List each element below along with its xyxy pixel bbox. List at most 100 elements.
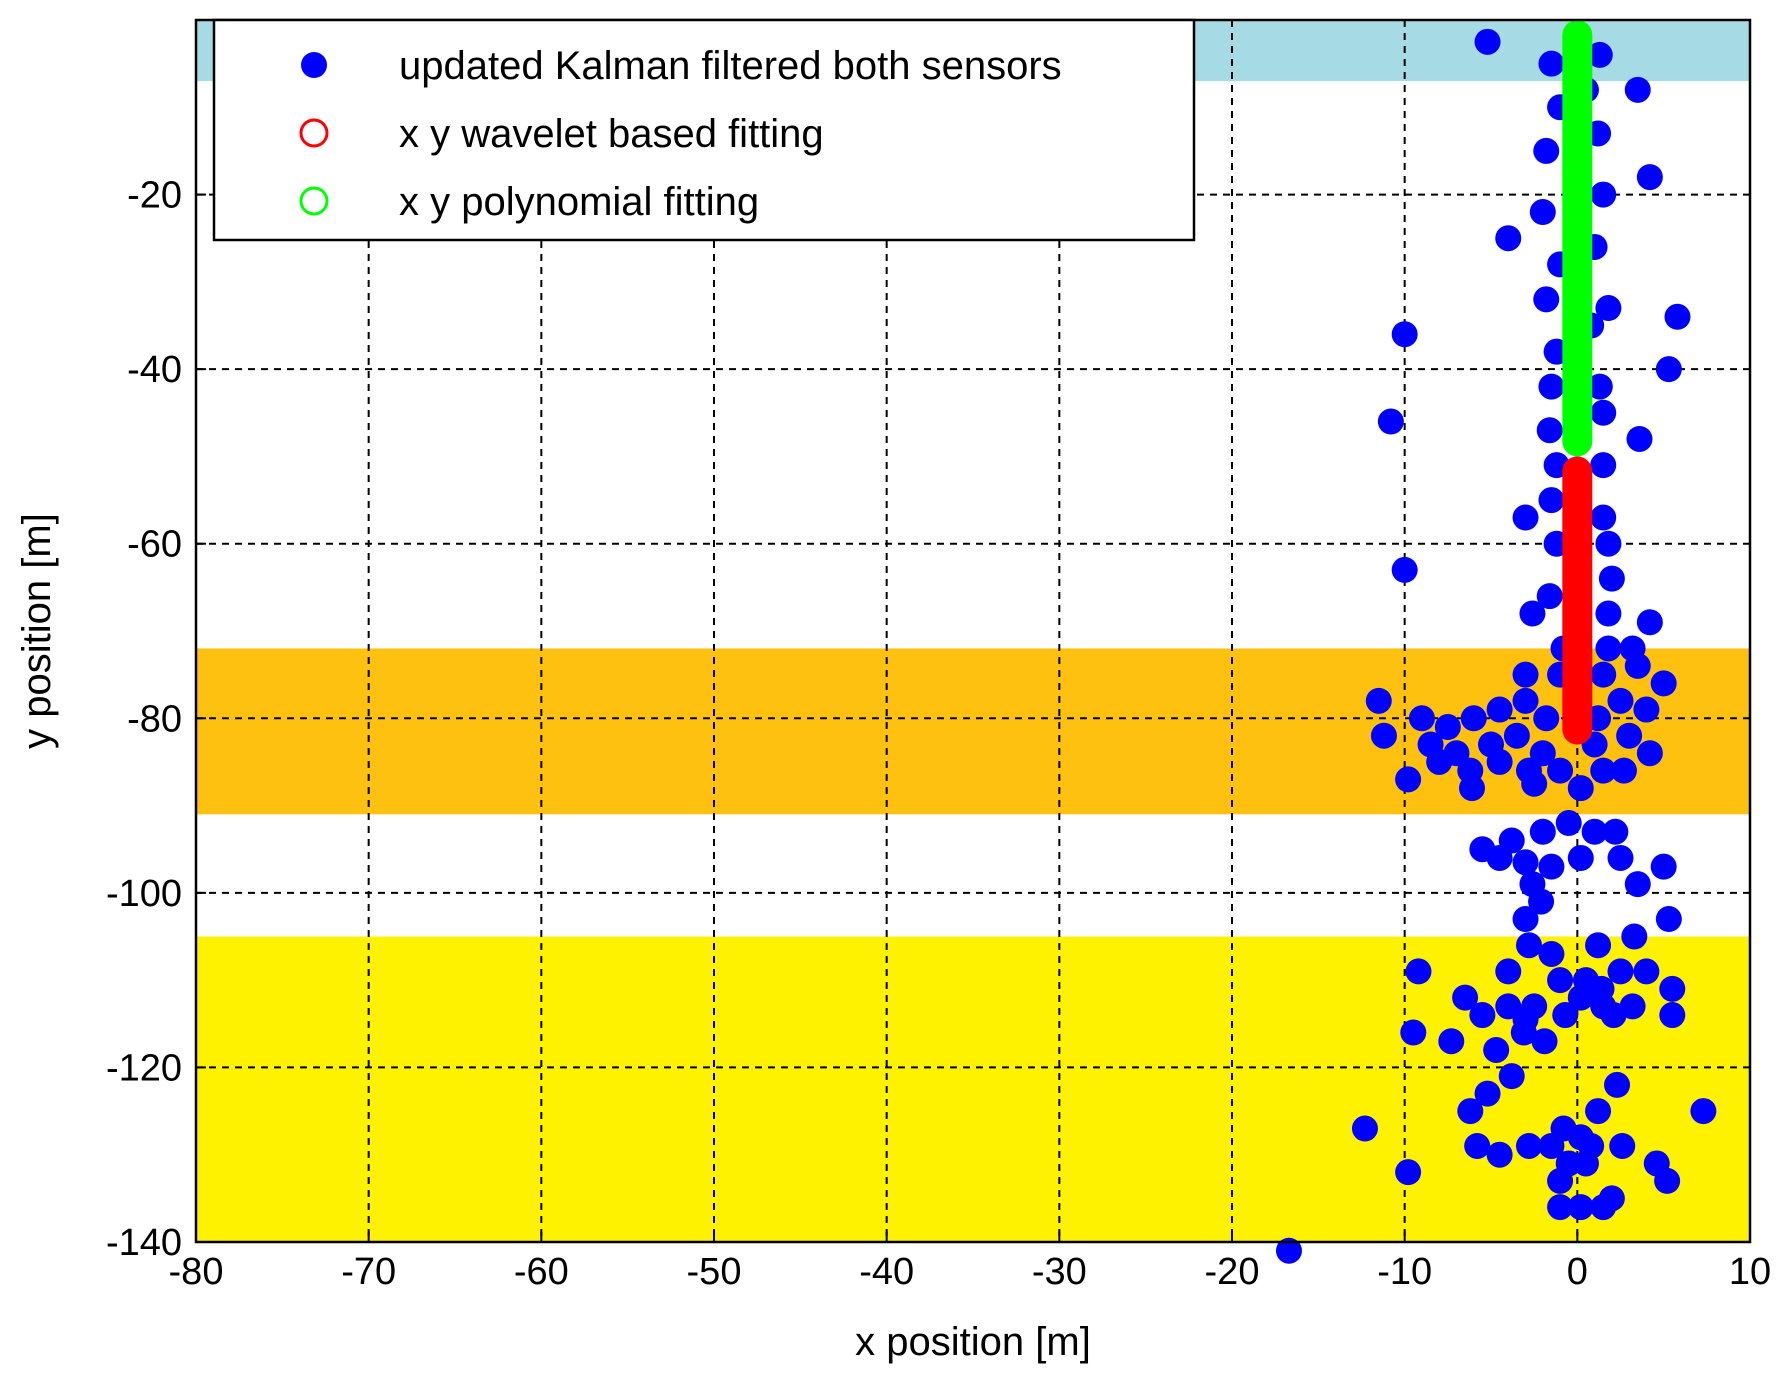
scatter-point (1607, 958, 1634, 985)
scatter-point (1510, 1019, 1537, 1046)
scatter-point (1515, 932, 1542, 959)
legend-box (212, 18, 1196, 242)
x-tick-label: -30 (1032, 1251, 1087, 1293)
scatter-point (1590, 452, 1617, 479)
scatter-point (1547, 757, 1574, 784)
scatter-point (1351, 1115, 1378, 1142)
scatter-point (1486, 748, 1513, 775)
x-tick-label: -70 (341, 1251, 396, 1293)
legend-marker (301, 52, 327, 78)
scatter-point (1464, 1132, 1491, 1159)
scatter-point (1531, 1028, 1558, 1055)
scatter-point (1495, 958, 1522, 985)
scatter-point (1610, 757, 1637, 784)
scatter-point (1585, 1098, 1612, 1125)
scatter-point (1590, 504, 1617, 531)
scatter-point (1636, 164, 1663, 191)
outlier-points (1275, 1237, 1302, 1264)
scatter-point (1538, 1132, 1565, 1159)
scatter-point (1595, 530, 1622, 557)
y-tick-label: -60 (127, 524, 182, 566)
x-y-wavelet-based-fitting-track (1562, 456, 1593, 745)
bottom-band (196, 936, 1750, 1242)
scatter-point (1512, 504, 1539, 531)
scatter-point (1469, 1002, 1496, 1029)
legend-marker (299, 118, 329, 148)
scatter-point (1581, 818, 1608, 845)
scatter-point (1590, 181, 1617, 208)
scatter-point (1391, 556, 1418, 583)
x-tick-label: -50 (687, 1251, 742, 1293)
scatter-point (1426, 748, 1453, 775)
scatter-point (1533, 286, 1560, 313)
scatter-point (1377, 408, 1404, 435)
scatter-point (1547, 1194, 1574, 1221)
scatter-point (1452, 984, 1479, 1011)
scatter-point (1609, 1132, 1636, 1159)
scatter-point (1650, 670, 1677, 697)
legend-label: updated Kalman filtered both sensors (399, 44, 1062, 88)
scatter-point (1595, 295, 1622, 322)
scatter-point (1633, 696, 1660, 723)
scatter-point (1655, 356, 1682, 383)
x-tick-label: -40 (859, 1251, 914, 1293)
scatter-point (1275, 1237, 1302, 1264)
scatter-point (1533, 137, 1560, 164)
scatter-point (1690, 1098, 1717, 1125)
scatter-point (1434, 714, 1461, 741)
axis-ticks: -80 -70 -60 -50 -40 -30 -20 -10 0 10-20-40-60-80-… (106, 175, 1771, 1293)
scatter-point (1438, 1028, 1465, 1055)
scatter-point (1607, 844, 1634, 871)
scatter-point (1498, 1063, 1525, 1090)
scatter-point (1395, 1159, 1422, 1186)
scatter-point (1590, 399, 1617, 426)
scatter-point (1604, 1071, 1631, 1098)
scatter-point (1586, 373, 1613, 400)
scatter-point (1528, 888, 1555, 915)
scatter-point (1590, 757, 1617, 784)
scatter-point (1567, 1194, 1594, 1221)
legend: updated Kalman filtered both sensors x y … (212, 18, 1196, 242)
scatter-point (1598, 1185, 1625, 1212)
y-tick-label: -40 (127, 349, 182, 391)
scatter-point (1655, 906, 1682, 933)
scatter-point (1636, 740, 1663, 767)
scatter-point (1586, 41, 1613, 68)
scatter-point (1567, 775, 1594, 802)
scatter-point (1659, 1002, 1686, 1029)
scatter-point (1408, 705, 1435, 732)
scatter-point (1595, 600, 1622, 627)
scatter-point (1624, 76, 1651, 103)
x-tick-label: -20 (1205, 1251, 1260, 1293)
scatter-point (1486, 1141, 1513, 1168)
y-tick-label: -20 (127, 175, 182, 217)
x-y-polynomial-fitting-track (1562, 20, 1593, 457)
scatter-point (1659, 975, 1686, 1002)
scatter-point (1538, 373, 1565, 400)
scatter-point (1515, 1132, 1542, 1159)
scatter-point (1664, 303, 1691, 330)
scatter-point (1555, 810, 1582, 837)
y-tick-label: -140 (106, 1222, 182, 1264)
scatter-point (1585, 932, 1612, 959)
scatter-point (1595, 635, 1622, 662)
scatter-point (1616, 722, 1643, 749)
scatter-point (1552, 1002, 1579, 1029)
scatter-point (1405, 958, 1432, 985)
scatter-point (1395, 766, 1422, 793)
x-tick-label: 0 (1567, 1251, 1588, 1293)
scatter-point (1512, 849, 1539, 876)
x-tick-label: -10 (1377, 1251, 1432, 1293)
scatter-point (1538, 50, 1565, 77)
scatter-point (1460, 705, 1487, 732)
scatter-point (1538, 487, 1565, 514)
scatter-point (1636, 609, 1663, 636)
scatter-point (1512, 661, 1539, 688)
scatter-point (1474, 28, 1501, 55)
middle-band (196, 648, 1750, 815)
scatter-point (1536, 417, 1563, 444)
scatter-point (1536, 583, 1563, 610)
scatter-point (1370, 722, 1397, 749)
scatter-point (1400, 1019, 1427, 1046)
